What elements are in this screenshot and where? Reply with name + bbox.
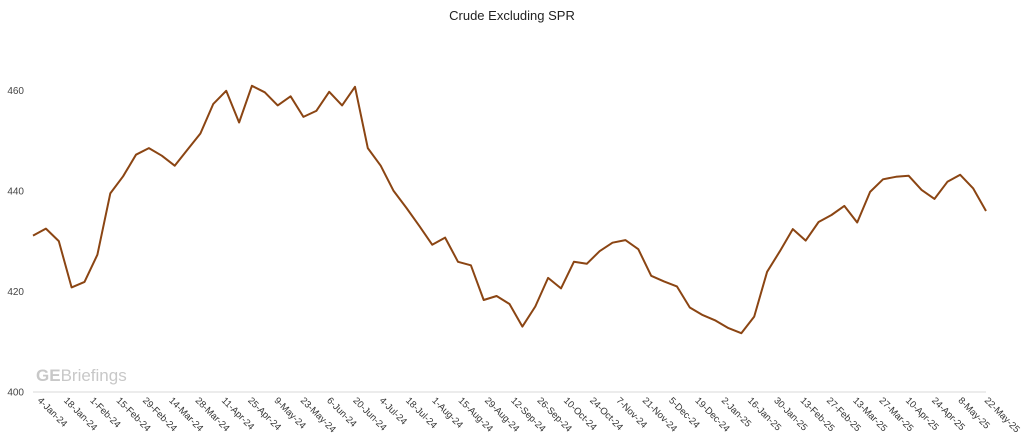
chart-title: Crude Excluding SPR	[449, 8, 575, 23]
series-line	[32, 84, 987, 335]
y-tick-label: 400	[7, 388, 24, 399]
y-tick-label: 460	[7, 86, 24, 97]
y-axis: 400 420 440 460	[7, 86, 24, 399]
x-tick-label: 22-May-25	[982, 395, 1022, 435]
watermark: GEBriefings	[36, 366, 127, 385]
watermark-bold: GE	[36, 366, 61, 385]
x-axis: 4-Jan-2418-Jan-241-Feb-2415-Feb-2429-Feb…	[35, 395, 1022, 435]
plot-area	[32, 84, 987, 335]
watermark-rest: Briefings	[61, 366, 127, 385]
y-tick-label: 420	[7, 287, 24, 298]
y-tick-label: 440	[7, 186, 24, 197]
